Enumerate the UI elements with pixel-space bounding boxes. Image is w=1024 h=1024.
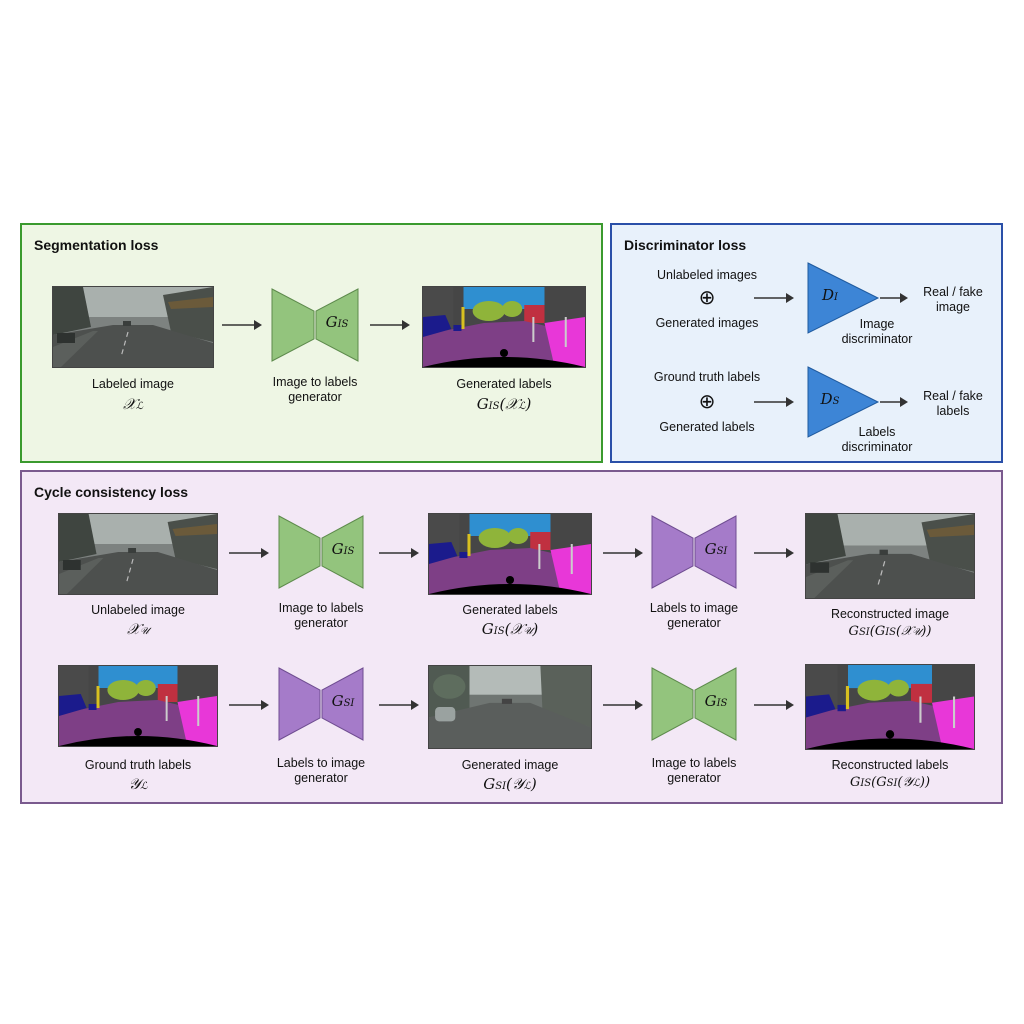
ground-truth-labels-symbol: 𝒴ℒ bbox=[128, 775, 148, 793]
labels-to-image-generator-shape bbox=[278, 667, 364, 741]
generated-image-symbol: GSI(𝒴ℒ) bbox=[483, 775, 537, 793]
discriminator-loss-panel: Discriminator loss Unlabeled images ⊕ Ge… bbox=[610, 223, 1003, 463]
cycle-consistency-loss-title: Cycle consistency loss bbox=[34, 484, 189, 500]
unlabeled-image-symbol: 𝒳𝒰 bbox=[127, 620, 149, 638]
image-discriminator-shape bbox=[807, 262, 880, 334]
unlabeled-image-caption: Unlabeled image bbox=[91, 603, 185, 617]
ground-truth-labels-thumbnail bbox=[58, 665, 218, 747]
real-fake-image-output: Real / fake image bbox=[923, 285, 983, 314]
arrow bbox=[379, 700, 419, 710]
arrow bbox=[880, 397, 908, 407]
ground-truth-labels-label: Ground truth labels bbox=[653, 370, 761, 384]
arrow bbox=[603, 548, 643, 558]
generator-caption: Image to labels generator bbox=[651, 756, 737, 785]
generator-si-symbol: GSI bbox=[704, 540, 728, 558]
generated-labels-thumbnail bbox=[422, 286, 586, 368]
reconstructed-image-thumbnail bbox=[805, 513, 975, 599]
reconstructed-labels-caption: Reconstructed labels bbox=[831, 758, 949, 772]
discriminator-s-symbol: DS bbox=[820, 390, 840, 408]
image-to-labels-generator-shape bbox=[651, 667, 737, 741]
labels-discriminator-caption: Labels discriminator bbox=[841, 425, 913, 454]
arrow bbox=[754, 293, 794, 303]
image-to-labels-generator-shape bbox=[271, 288, 359, 362]
generator-is-symbol: GIS bbox=[325, 313, 349, 331]
discriminator-loss-title: Discriminator loss bbox=[624, 237, 747, 253]
oplus-icon: ⊕ bbox=[698, 285, 716, 309]
labels-to-image-generator-shape bbox=[651, 515, 737, 589]
generated-image-caption: Generated image bbox=[461, 758, 559, 772]
generator-caption: Image to labels generator bbox=[272, 375, 358, 404]
image-discriminator-caption: Image discriminator bbox=[841, 317, 913, 346]
labels-discriminator-shape bbox=[807, 366, 880, 438]
image-to-labels-generator-shape bbox=[278, 515, 364, 589]
generated-image-thumbnail bbox=[428, 665, 592, 749]
generator-is-symbol: GIS bbox=[704, 692, 728, 710]
generated-labels-symbol: GIS(𝒳𝒰) bbox=[481, 620, 539, 638]
cycle-consistency-loss-panel: Cycle consistency loss Unlabeled image 𝒳… bbox=[20, 470, 1003, 804]
labeled-image-caption: Labeled image bbox=[91, 377, 174, 391]
generated-images-label: Generated images bbox=[655, 316, 759, 330]
real-fake-labels-output: Real / fake labels bbox=[923, 389, 983, 418]
arrow bbox=[370, 320, 410, 330]
generator-is-symbol: GIS bbox=[331, 540, 355, 558]
generator-si-symbol: GSI bbox=[331, 692, 355, 710]
generated-labels-symbol: GIS(𝒳ℒ) bbox=[476, 395, 532, 413]
arrow bbox=[754, 397, 794, 407]
reconstructed-labels-symbol: GIS(GSI(𝒴ℒ)) bbox=[849, 775, 931, 790]
reconstructed-image-caption: Reconstructed image bbox=[830, 607, 950, 621]
generated-labels-caption: Generated labels bbox=[456, 377, 552, 391]
generated-labels-caption: Generated labels bbox=[462, 603, 558, 617]
arrow bbox=[880, 293, 908, 303]
arrow bbox=[603, 700, 643, 710]
discriminator-i-symbol: DI bbox=[822, 286, 838, 304]
arrow bbox=[754, 700, 794, 710]
arrow bbox=[229, 700, 269, 710]
generated-labels-thumbnail bbox=[428, 513, 592, 595]
reconstructed-image-symbol: GSI(GIS(𝒳𝒰)) bbox=[848, 624, 932, 639]
unlabeled-image-thumbnail bbox=[58, 513, 218, 595]
arrow bbox=[754, 548, 794, 558]
oplus-icon: ⊕ bbox=[698, 389, 716, 413]
reconstructed-labels-thumbnail bbox=[805, 664, 975, 750]
segmentation-loss-title: Segmentation loss bbox=[34, 237, 159, 253]
arrow bbox=[229, 548, 269, 558]
ground-truth-labels-caption: Ground truth labels bbox=[84, 758, 192, 772]
segmentation-loss-panel: Segmentation loss Labeled image 𝒳ℒ GIS I… bbox=[20, 223, 603, 463]
labeled-image-symbol: 𝒳ℒ bbox=[122, 395, 144, 413]
arrow bbox=[379, 548, 419, 558]
generated-labels-label: Generated labels bbox=[659, 420, 755, 434]
labeled-image-thumbnail bbox=[52, 286, 214, 368]
generator-caption: Labels to image generator bbox=[276, 756, 366, 785]
arrow bbox=[222, 320, 262, 330]
generator-caption: Image to labels generator bbox=[278, 601, 364, 630]
generator-caption: Labels to image generator bbox=[649, 601, 739, 630]
unlabeled-images-label: Unlabeled images bbox=[656, 268, 758, 282]
